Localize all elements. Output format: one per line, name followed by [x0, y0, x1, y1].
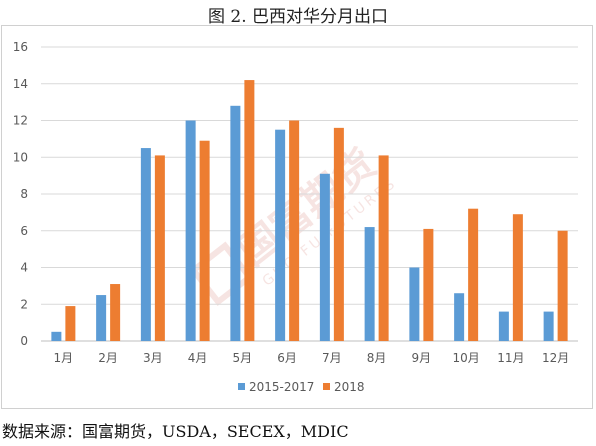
x-tick-label: 9月: [412, 351, 432, 365]
bar-2018: [512, 214, 523, 341]
bar-2015-2017: [498, 311, 509, 341]
y-tick-label: 2: [20, 297, 28, 311]
bar-2018: [199, 140, 210, 341]
y-tick-label: 0: [20, 334, 28, 348]
legend-label: 2015-2017: [249, 380, 314, 394]
bar-2018: [154, 155, 165, 341]
x-tick-label: 8月: [367, 351, 387, 365]
bar-2018: [423, 228, 434, 341]
bar-2015-2017: [140, 148, 151, 341]
bar-2018: [333, 127, 344, 341]
bar-2015-2017: [543, 311, 554, 341]
bar-2018: [468, 208, 479, 341]
source-note: 数据来源：国富期货，USDA，SECEX，MDIC: [2, 422, 349, 441]
legend-swatch: [323, 383, 330, 390]
bar-2015-2017: [454, 293, 465, 341]
x-tick-label: 4月: [188, 351, 208, 365]
bar-2015-2017: [230, 105, 241, 341]
gridlines: [41, 46, 578, 342]
legend-label: 2018: [334, 380, 365, 394]
bar-2015-2017: [319, 173, 330, 341]
x-tick-label: 12月: [542, 351, 569, 365]
bar-2018: [557, 230, 568, 341]
x-tick-label: 1月: [54, 351, 74, 365]
x-tick-label: 11月: [497, 351, 524, 365]
x-axis-ticks: 1月 2月 3月 4月 5月 6月 7月 8月 9月 10月 11月 12月: [54, 351, 570, 365]
bar-2015-2017: [364, 227, 375, 341]
chart-title: 图 2. 巴西对华分月出口: [207, 7, 389, 27]
bar-2018: [378, 155, 389, 341]
y-tick-label: 10: [13, 150, 28, 164]
bar-2018: [65, 306, 76, 341]
y-tick-label: 12: [13, 114, 28, 128]
bar-2015-2017: [51, 331, 62, 341]
bar-2018: [110, 284, 121, 341]
bar-2018: [244, 80, 255, 341]
x-tick-label: 2月: [98, 351, 118, 365]
legend: 2015-2017 2018: [238, 380, 365, 394]
x-tick-label: 7月: [322, 351, 342, 365]
y-tick-label: 8: [20, 187, 28, 201]
bar-2015-2017: [185, 120, 196, 341]
bars: [51, 80, 568, 341]
bar-2015-2017: [96, 295, 107, 341]
y-tick-label: 16: [13, 40, 28, 54]
x-tick-label: 5月: [233, 351, 253, 365]
bar-2015-2017: [275, 129, 286, 341]
x-tick-label: 6月: [277, 351, 297, 365]
y-axis-ticks: 0 2 4 6 8 10 12 14 16: [13, 40, 28, 348]
x-tick-label: 3月: [143, 351, 163, 365]
y-tick-label: 14: [13, 77, 28, 91]
legend-swatch: [238, 383, 245, 390]
y-tick-label: 6: [20, 224, 28, 238]
bar-2018: [289, 120, 300, 341]
y-tick-label: 4: [20, 261, 28, 275]
bar-2015-2017: [409, 267, 420, 341]
x-tick-label: 10月: [452, 351, 479, 365]
